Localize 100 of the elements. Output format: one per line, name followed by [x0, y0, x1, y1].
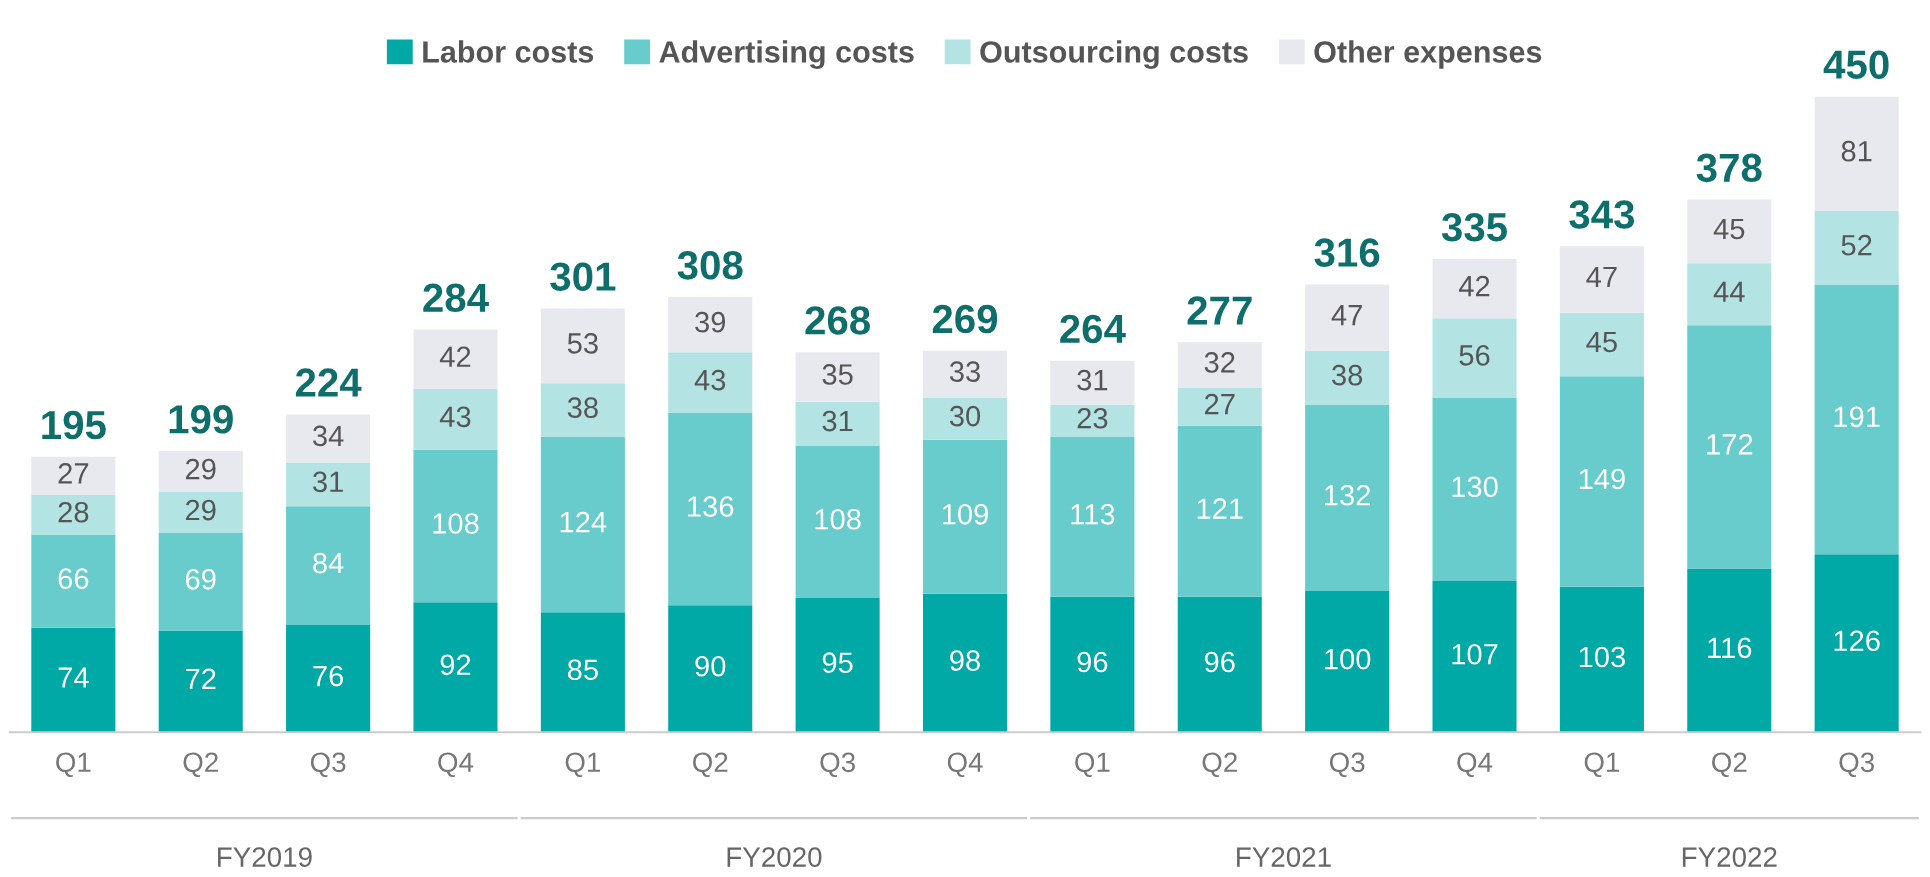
bar — [922, 350, 1008, 398]
data-label: 149 — [1579, 468, 1625, 490]
data-label: 108 — [815, 508, 861, 530]
legend-label: Other expenses — [1314, 40, 1542, 69]
data-label: 107 — [1452, 643, 1498, 665]
bar — [1687, 199, 1772, 264]
x-tick-label: Q1 — [56, 752, 91, 778]
bar — [1432, 318, 1517, 398]
data-label: 27 — [1205, 393, 1235, 415]
x-tick-label: Q1 — [1584, 752, 1620, 778]
x-tick-label: Q2 — [1712, 752, 1747, 778]
bar — [158, 533, 243, 631]
text: FY2019 — [218, 847, 312, 867]
x-tick-label: Q3 — [1329, 752, 1365, 778]
text: FY2020 — [727, 847, 822, 867]
data-label: 44 — [1713, 281, 1745, 302]
total-label: 308 — [677, 251, 743, 280]
data-label: 33 — [949, 361, 980, 382]
data-label: 124 — [560, 511, 607, 533]
bar — [1050, 404, 1135, 437]
bar — [286, 506, 371, 625]
bar — [286, 624, 371, 733]
bar — [1687, 325, 1772, 569]
data-label: 191 — [1834, 406, 1880, 428]
bar — [31, 456, 116, 495]
data-label: 47 — [1331, 305, 1362, 326]
x-tick-label: Q4 — [1457, 752, 1493, 778]
total-label: 195 — [42, 410, 106, 440]
data-label: 53 — [567, 333, 598, 354]
bar — [1177, 342, 1262, 388]
data-label: 116 — [1708, 637, 1752, 659]
bar — [1050, 596, 1135, 733]
x-tick-label: Q4 — [947, 752, 983, 778]
x-tick-label: Q1 — [565, 752, 601, 778]
legend-label: Labor costs — [423, 40, 594, 63]
bar — [1050, 360, 1135, 405]
bar — [795, 352, 880, 402]
bar — [1432, 258, 1517, 319]
data-label: 31 — [1077, 369, 1108, 391]
bar — [668, 352, 753, 413]
bar — [31, 494, 116, 535]
data-label: 130 — [1452, 476, 1498, 498]
data-label: 103 — [1579, 646, 1625, 668]
data-label: 136 — [688, 496, 734, 517]
data-label: 42 — [1458, 275, 1490, 297]
data-label: 39 — [695, 311, 726, 333]
bar — [1305, 284, 1390, 351]
data-label: 132 — [1325, 484, 1371, 506]
data-label: 35 — [822, 364, 853, 385]
data-label: 121 — [1197, 498, 1243, 519]
data-label: 34 — [312, 425, 344, 447]
total-label: 268 — [805, 306, 870, 335]
bar — [1177, 425, 1262, 597]
bar — [1687, 568, 1772, 733]
data-label: 109 — [942, 504, 988, 525]
data-label: 31 — [822, 410, 853, 432]
data-label: 92 — [440, 654, 471, 676]
bar — [540, 436, 625, 613]
data-label: 29 — [185, 458, 216, 480]
bar — [540, 612, 625, 733]
data-label: 81 — [1841, 140, 1872, 162]
data-label: 38 — [567, 397, 598, 418]
total-label: 450 — [1823, 50, 1889, 79]
text: FY2021 — [1237, 847, 1331, 867]
data-label: 52 — [1841, 234, 1872, 256]
data-label: 96 — [1204, 651, 1235, 673]
data-label: 38 — [1332, 364, 1363, 386]
data-label: 30 — [949, 405, 981, 427]
bar — [413, 388, 498, 450]
bar — [158, 630, 243, 733]
data-label: 90 — [695, 655, 726, 677]
data-label: 42 — [439, 346, 471, 367]
bar — [795, 598, 880, 733]
legend-label: Outsourcing costs — [980, 40, 1248, 69]
bar — [158, 451, 243, 493]
bar — [1687, 263, 1772, 326]
total-label: 277 — [1187, 296, 1252, 325]
bar — [922, 439, 1008, 594]
data-label: 113 — [1071, 504, 1115, 525]
bar — [922, 593, 1008, 733]
data-label: 74 — [58, 667, 89, 688]
x-tick-label: Q4 — [438, 752, 474, 778]
bar — [31, 627, 116, 733]
total-label: 199 — [169, 405, 233, 434]
x-tick-label: Q3 — [820, 752, 855, 778]
bar — [668, 605, 753, 733]
data-label: 45 — [1586, 331, 1617, 353]
bar — [1432, 581, 1517, 733]
total-label: 284 — [423, 283, 489, 313]
bar — [286, 462, 371, 507]
data-label: 85 — [567, 659, 598, 681]
total-label: 224 — [295, 368, 362, 397]
bar — [1432, 397, 1517, 582]
bar — [1177, 596, 1262, 733]
data-label: 95 — [822, 652, 853, 674]
data-label: 45 — [1713, 218, 1745, 240]
x-tick-label: Q2 — [1202, 752, 1237, 778]
bar — [795, 401, 880, 446]
bar — [1814, 96, 1899, 211]
x-tick-label: Q3 — [1839, 752, 1874, 778]
